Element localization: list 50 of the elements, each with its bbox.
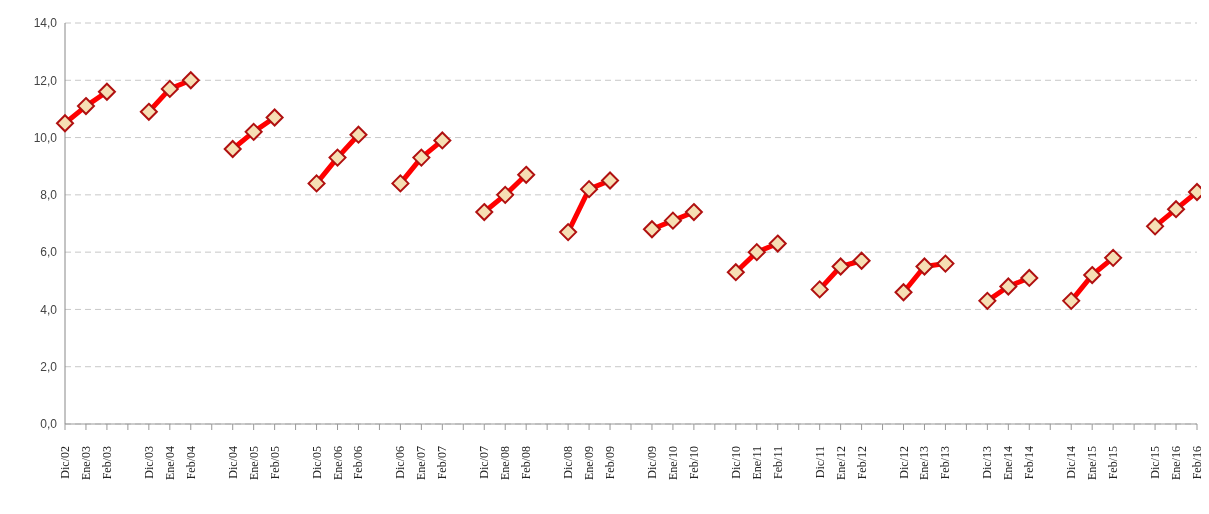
x-tick-label: Dic/07 <box>477 446 492 479</box>
x-tick-label: Feb/14 <box>1022 446 1037 480</box>
x-tick-label: Feb/12 <box>854 446 869 480</box>
x-tick-label: Feb/16 <box>1190 446 1204 480</box>
y-tick-label: 6,0 <box>40 245 58 260</box>
y-tick-label: 2,0 <box>40 359 58 374</box>
y-tick-label: 12,0 <box>33 73 58 88</box>
x-tick-label: Dic/05 <box>309 446 324 479</box>
x-tick-label: Ene/08 <box>498 446 513 480</box>
x-tick-label: Feb/04 <box>183 446 198 480</box>
x-tick-label: Ene/07 <box>414 446 429 480</box>
x-tick-label: Feb/05 <box>267 446 282 480</box>
y-tick-label: 0,0 <box>40 417 58 432</box>
y-tick-label: 8,0 <box>40 188 58 203</box>
x-tick-label: Ene/13 <box>917 446 932 480</box>
x-tick-label: Ene/15 <box>1085 446 1100 480</box>
x-tick-label: Dic/03 <box>141 446 156 479</box>
x-tick-label: Ene/14 <box>1001 446 1016 480</box>
x-tick-label: Ene/12 <box>833 446 848 480</box>
x-tick-label: Dic/08 <box>561 446 576 479</box>
x-tick-label: Dic/11 <box>812 446 827 479</box>
x-tick-label: Feb/15 <box>1106 446 1121 480</box>
x-tick-label: Ene/11 <box>749 446 764 480</box>
x-tick-label: Dic/13 <box>980 446 995 479</box>
x-tick-label: Dic/10 <box>728 446 743 479</box>
x-tick-label: Ene/03 <box>78 446 93 480</box>
x-tick-label: Ene/06 <box>330 446 345 480</box>
x-tick-label: Feb/13 <box>938 446 953 480</box>
x-tick-label: Feb/10 <box>686 446 701 480</box>
x-tick-label: Dic/06 <box>393 446 408 479</box>
x-tick-label: Ene/05 <box>246 446 261 480</box>
y-tick-label: 4,0 <box>40 302 58 317</box>
x-tick-label: Feb/11 <box>770 446 785 479</box>
x-tick-label: Ene/04 <box>162 446 177 480</box>
x-tick-label: Ene/09 <box>582 446 597 480</box>
x-tick-label: Dic/12 <box>896 446 911 479</box>
x-tick-label: Dic/09 <box>644 446 659 479</box>
x-tick-label: Dic/02 <box>58 446 72 479</box>
x-tick-label: Ene/16 <box>1169 446 1184 480</box>
x-tick-label: Feb/06 <box>351 446 366 480</box>
y-tick-label: 14,0 <box>33 16 58 31</box>
x-tick-label: Dic/15 <box>1148 446 1163 479</box>
x-tick-label: Feb/07 <box>435 446 450 480</box>
x-tick-label: Dic/04 <box>225 446 240 479</box>
y-tick-label: 10,0 <box>33 130 58 145</box>
x-tick-label: Feb/03 <box>99 446 114 480</box>
x-tick-label: Feb/08 <box>519 446 534 480</box>
x-tick-label: Ene/10 <box>665 446 680 480</box>
x-tick-label: Feb/09 <box>603 446 618 480</box>
x-tick-label: Dic/14 <box>1064 446 1079 479</box>
